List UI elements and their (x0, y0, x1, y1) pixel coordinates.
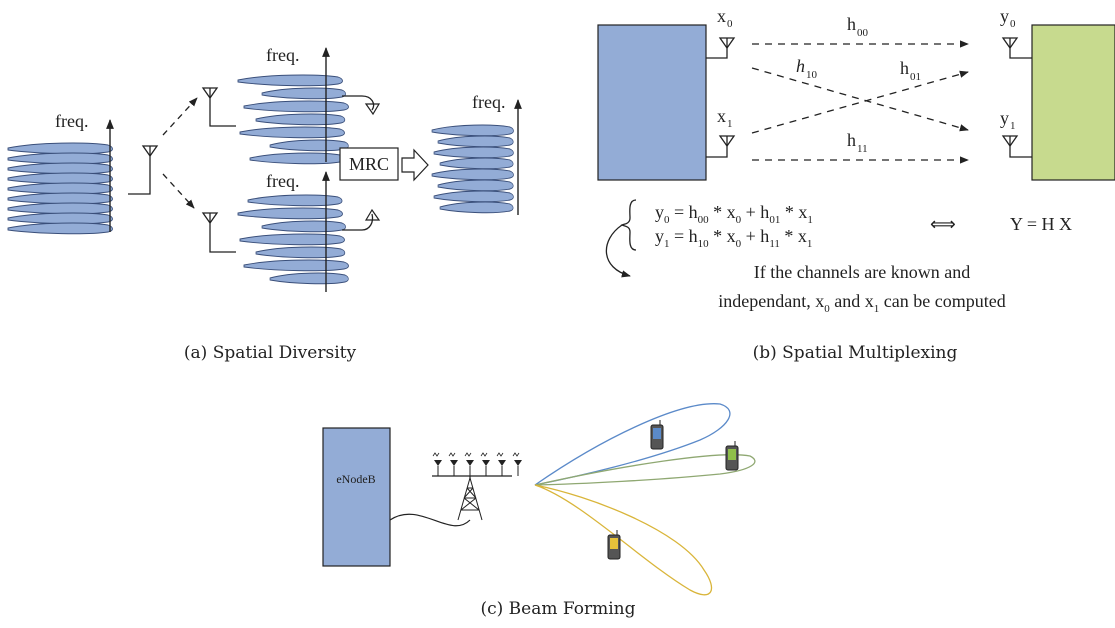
mobile-phone-blue-icon (650, 419, 664, 450)
caption-c: (c) Beam Forming (480, 599, 635, 619)
svg-text:x: x (717, 106, 726, 126)
spectrum-stack-upper (237, 74, 349, 165)
freq-label: freq. (266, 45, 299, 65)
combine-hook-arrow-lower (342, 213, 374, 231)
h11-label: h 11 (847, 130, 868, 155)
antenna-array-icon (432, 452, 522, 476)
matrix-equation: Y = H X (1010, 214, 1072, 234)
svg-text:10: 10 (806, 69, 818, 81)
freq-label: freq. (55, 111, 88, 131)
antenna-tower-icon (432, 475, 512, 521)
svg-text:h: h (796, 56, 805, 76)
note-pointer-arrow (605, 224, 631, 278)
freq-label: freq. (472, 92, 505, 112)
tx-antenna-0-icon (706, 37, 735, 59)
svg-text:0: 0 (727, 18, 733, 30)
caption-a: (a) Spatial Diversity (184, 343, 357, 363)
svg-text:y0 = h00 * x0 + h01 * x1: y0 = h00 * x0 + h01 * x1 (655, 202, 813, 226)
feeder-cable (389, 513, 471, 527)
receive-antenna-lower-icon (202, 212, 236, 253)
rx-antenna-1-icon (1002, 135, 1032, 158)
panel-c-beam-forming: eNodeB (c) Beam Formin (322, 403, 756, 619)
svg-text:h: h (847, 130, 856, 150)
svg-text:independant, x0 and x1 can be: independant, x0 and x1 can be computed (718, 291, 1005, 315)
channel-h10-arrow (751, 67, 969, 132)
mobile-phone-green-icon (725, 440, 739, 471)
transmitter-block (597, 24, 707, 181)
beam-green (534, 454, 756, 486)
spectrum-stack-combined (431, 124, 514, 214)
h00-label: h 00 (847, 14, 869, 39)
freq-label: freq. (266, 171, 299, 191)
svg-text:y: y (1000, 108, 1009, 128)
rx-antenna-0-icon (1002, 37, 1032, 59)
spectrum-stack-input (7, 142, 113, 235)
diversity-path-upper (162, 97, 198, 136)
svg-text:1: 1 (1010, 120, 1016, 132)
receiver-block (1031, 24, 1115, 181)
svg-text:0: 0 (1010, 18, 1016, 30)
output-block-arrow (401, 148, 429, 182)
panel-a-spatial-diversity: freq. freq. (7, 45, 522, 363)
note-line-2: independant, x0 and x1 can be computed (718, 291, 1005, 315)
beam-blue (534, 403, 731, 486)
diversity-path-lower (162, 173, 195, 209)
mrc-box (339, 147, 399, 181)
h10-label: h 10 (796, 56, 818, 81)
receive-antenna-upper-icon (202, 87, 236, 127)
enodeb-label: eNodeB (336, 472, 375, 486)
mrc-label: MRC (349, 154, 389, 174)
svg-text:y1 = h10 * x0 + h11 * x1: y1 = h10 * x0 + h11 * x1 (655, 226, 812, 250)
enodeb-block (322, 427, 391, 567)
svg-text:1: 1 (727, 118, 733, 130)
h01-label: h 01 (900, 58, 921, 83)
svg-text:01: 01 (910, 71, 921, 83)
equivalence-symbol: ⟺ (930, 214, 956, 234)
tx-antenna-1-icon (706, 135, 735, 158)
equation-line-1: y1 = h10 * x0 + h11 * x1 (655, 226, 812, 250)
channel-h01-arrow (751, 70, 969, 134)
spectrum-stack-lower (237, 194, 349, 285)
note-line-1: If the channels are known and (754, 262, 970, 282)
svg-text:h: h (900, 58, 909, 78)
equation-brace (620, 199, 637, 251)
beam-yellow (534, 484, 713, 596)
caption-b: (b) Spatial Multiplexing (753, 343, 958, 363)
combine-hook-arrow-upper (342, 95, 375, 111)
transmit-antenna-icon (128, 145, 158, 195)
mobile-phone-yellow-icon (607, 529, 621, 560)
svg-text:x: x (717, 6, 726, 26)
svg-text:00: 00 (857, 27, 869, 39)
svg-text:y: y (1000, 6, 1009, 26)
svg-text:11: 11 (857, 143, 868, 155)
equation-line-0: y0 = h00 * x0 + h01 * x1 (655, 202, 813, 226)
svg-text:h: h (847, 14, 856, 34)
